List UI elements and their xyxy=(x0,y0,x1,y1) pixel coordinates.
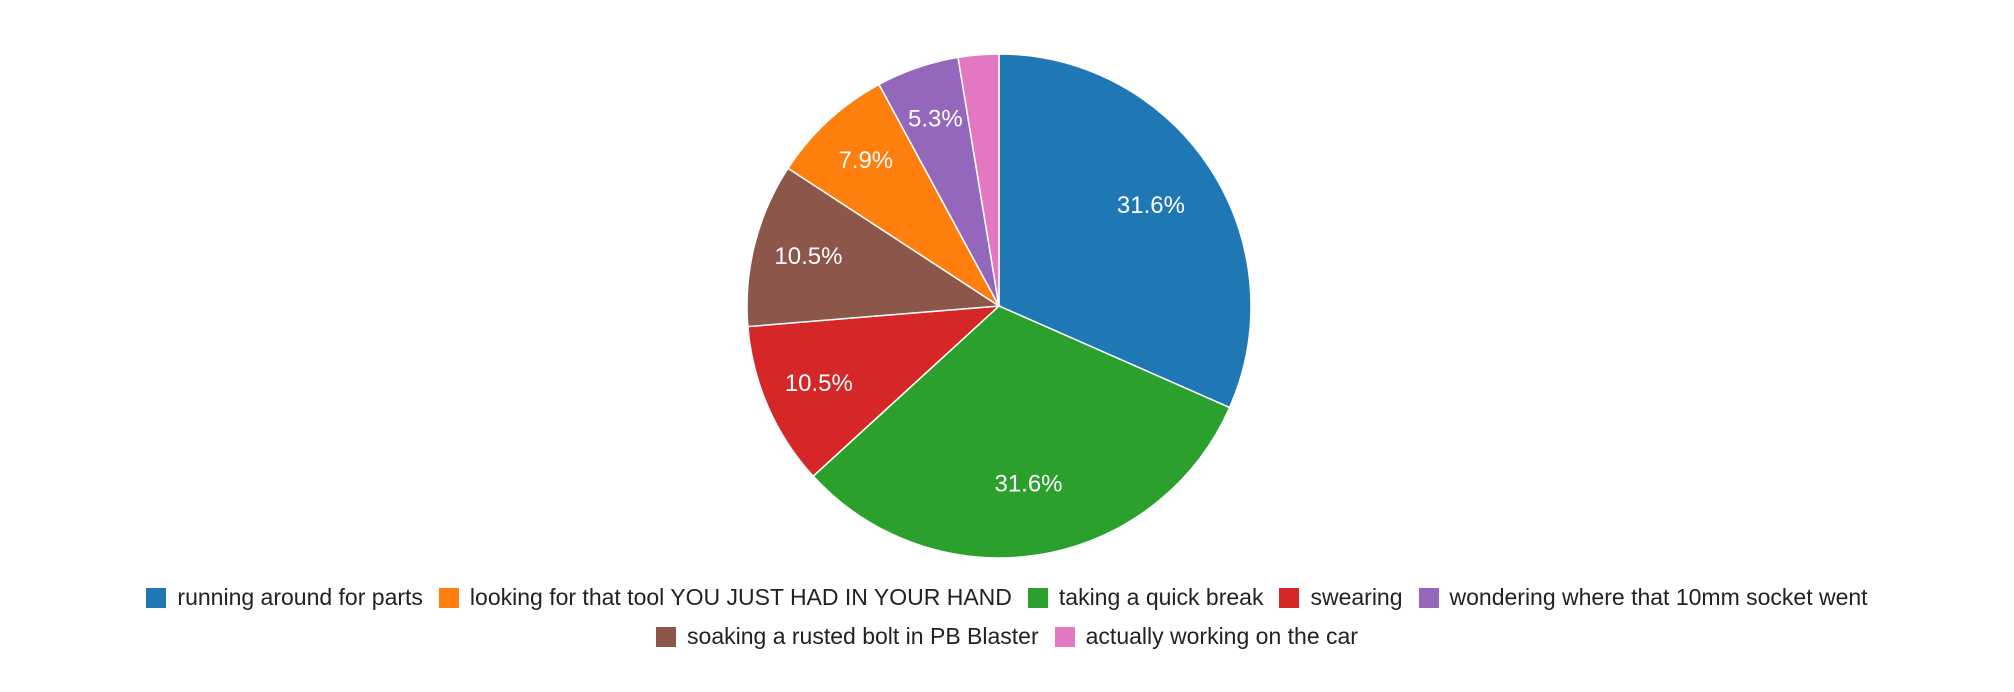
legend-label: looking for that tool YOU JUST HAD IN YO… xyxy=(469,584,1012,610)
pie-slice xyxy=(786,83,1000,307)
legend-label: running around for parts xyxy=(177,584,423,610)
legend-item: swearing xyxy=(1279,584,1403,611)
legend: running around for parts looking for that… xyxy=(97,584,1917,650)
legend-item: soaking a rusted bolt in PB Blaster xyxy=(656,623,1039,650)
slice-label: 31.6% xyxy=(994,470,1062,497)
pie-slice xyxy=(812,305,1231,559)
slice-label: 10.5% xyxy=(774,243,842,270)
legend-item: actually working on the car xyxy=(1054,623,1358,650)
legend-item: wondering where that 10mm socket went xyxy=(1418,584,1868,611)
legend-label: soaking a rusted bolt in PB Blaster xyxy=(687,623,1039,649)
legend-item: taking a quick break xyxy=(1027,584,1264,611)
legend-label: wondering where that 10mm socket went xyxy=(1449,584,1868,610)
slice-label: 31.6% xyxy=(1117,192,1185,219)
slice-label: 5.3% xyxy=(908,105,963,132)
pie-slice xyxy=(747,305,1002,478)
legend-swatch xyxy=(146,587,167,608)
slice-label: 10.5% xyxy=(785,370,853,397)
legend-label: actually working on the car xyxy=(1085,623,1358,649)
legend-item: looking for that tool YOU JUST HAD IN YO… xyxy=(438,584,1012,611)
legend-label: taking a quick break xyxy=(1058,584,1264,610)
legend-label: swearing xyxy=(1310,584,1403,610)
pie-slice xyxy=(957,53,1000,307)
legend-swatch xyxy=(1054,626,1075,647)
legend-item: running around for parts xyxy=(146,584,423,611)
legend-swatch xyxy=(1279,587,1300,608)
slice-label: 7.9% xyxy=(838,147,893,174)
legend-swatch xyxy=(1027,587,1048,608)
pie-slice xyxy=(998,53,1252,409)
legend-swatch xyxy=(656,626,677,647)
legend-swatch xyxy=(438,587,459,608)
pie-slice xyxy=(746,167,1002,328)
legend-swatch xyxy=(1418,587,1439,608)
